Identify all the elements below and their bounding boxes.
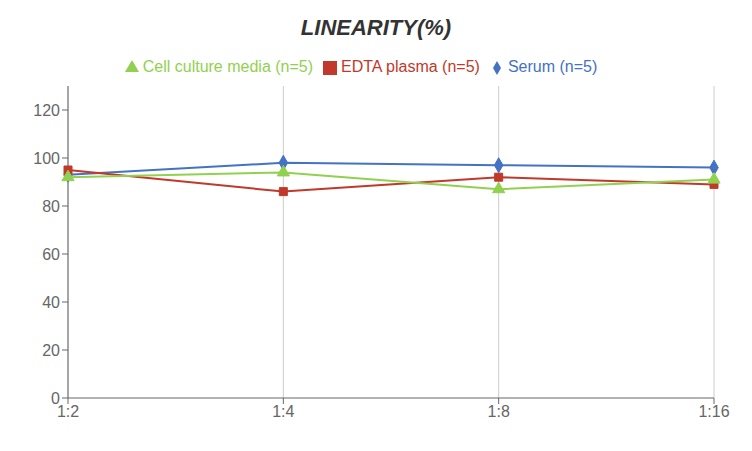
html-text:Serum (n=5): Serum (n=5) (507, 58, 598, 75)
svg-text:100: 100 (33, 150, 60, 167)
svg-text:1:4: 1:4 (272, 403, 294, 420)
html-text:EDTA plasma (n=5): EDTA plasma (n=5) (341, 58, 480, 75)
svg-text:0: 0 (51, 390, 60, 407)
svg-text:1:2: 1:2 (57, 403, 79, 420)
svg-text:120: 120 (33, 102, 60, 119)
svg-text:60: 60 (42, 246, 60, 263)
html-text:Cell culture media (n=5): Cell culture media (n=5) (142, 58, 313, 75)
svg-text:1:16: 1:16 (698, 403, 729, 420)
svg-text:80: 80 (42, 198, 60, 215)
svg-text:40: 40 (42, 294, 60, 311)
svg-text:1:8: 1:8 (488, 403, 510, 420)
svg-text:20: 20 (42, 342, 60, 359)
html-text:LINEARITY(%): LINEARITY(%) (300, 15, 452, 40)
